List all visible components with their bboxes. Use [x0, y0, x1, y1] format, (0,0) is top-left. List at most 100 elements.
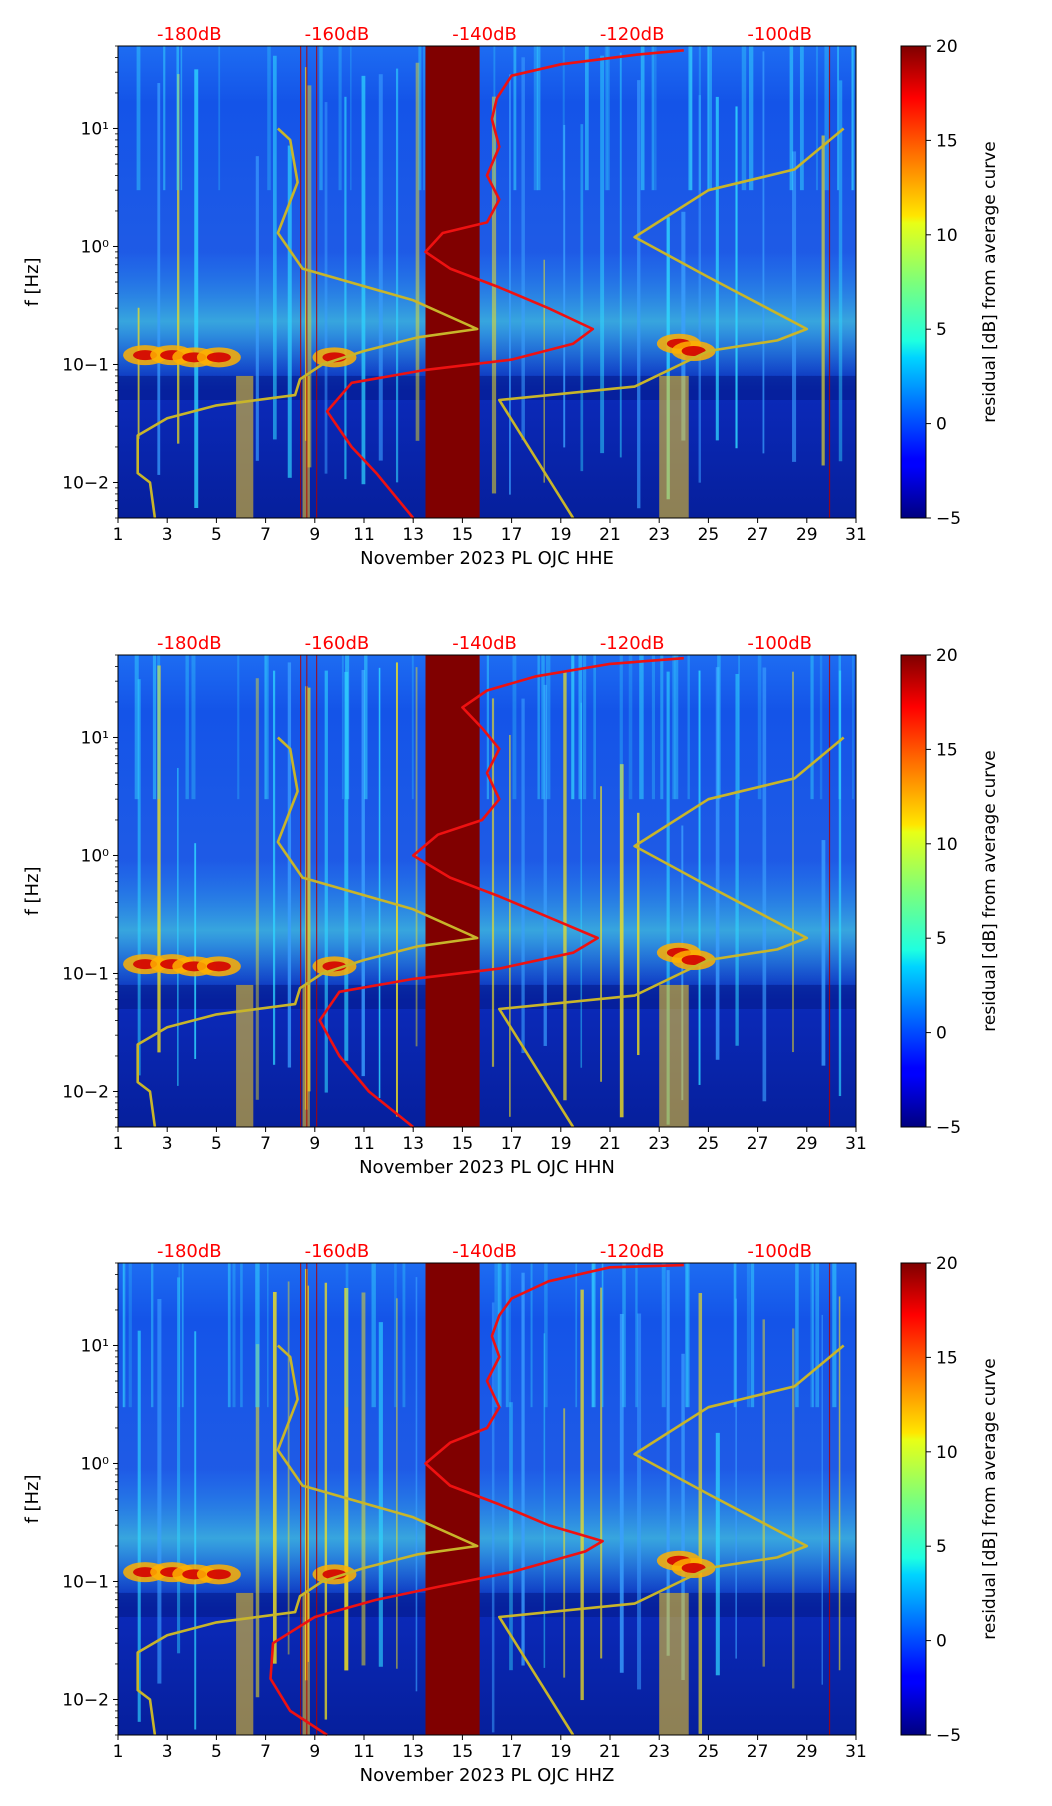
hf-streak	[575, 1263, 578, 1408]
top-db-label: -160dB	[305, 633, 370, 654]
x-tick-label: 7	[260, 1134, 271, 1154]
colorbar-tick-label: 0	[936, 1024, 947, 1044]
hf-streak	[795, 1263, 799, 1408]
event-streak	[157, 83, 161, 475]
x-tick-label: 31	[845, 1742, 867, 1762]
glitch-line	[828, 655, 831, 1127]
hf-streak	[815, 46, 819, 191]
hf-streak	[819, 655, 823, 800]
hf-streak	[571, 655, 575, 800]
storm-core	[681, 346, 706, 357]
x-tick-label: 7	[260, 1742, 271, 1762]
colorbar-tick-label: 10	[936, 226, 958, 246]
glitch-line	[300, 46, 302, 518]
hf-streak	[687, 655, 690, 800]
event-streak	[307, 1285, 309, 1662]
hf-streak	[622, 1263, 626, 1408]
event-streak	[666, 217, 670, 500]
hf-streak	[537, 655, 540, 800]
x-tick-label: 7	[260, 525, 271, 545]
event-streak	[509, 734, 511, 1117]
x-tick-label: 31	[845, 525, 867, 545]
noise-model-curve-low	[136, 1344, 479, 1736]
glitch-line	[300, 655, 302, 1127]
event-streak	[637, 80, 641, 509]
event-streak	[137, 307, 140, 439]
hf-streak	[698, 46, 701, 191]
colorbar-tick-label: 20	[936, 646, 958, 666]
top-db-label: -160dB	[305, 1241, 370, 1262]
event-streak	[509, 74, 511, 495]
hf-streak	[418, 46, 422, 191]
event-streak	[324, 1282, 328, 1720]
event-streak	[194, 69, 199, 508]
hf-streak	[394, 1263, 397, 1408]
y-tick-label: 10−2	[62, 1690, 109, 1710]
event-streak	[637, 812, 640, 1056]
hf-streak	[319, 46, 323, 191]
hf-streak	[122, 1263, 125, 1408]
event-streak	[344, 1287, 349, 1671]
event-streak	[838, 80, 843, 462]
x-tick-label: 25	[698, 1134, 720, 1154]
hf-streak	[810, 1263, 815, 1408]
top-db-label: -120dB	[600, 24, 665, 45]
hf-streak	[266, 1263, 269, 1408]
event-streak	[821, 1314, 823, 1685]
hf-streak	[191, 655, 196, 800]
event-streak	[307, 85, 312, 468]
hf-streak	[163, 46, 166, 191]
hf-streak	[601, 1263, 604, 1408]
event-streak	[563, 124, 566, 448]
hf-streak	[578, 655, 583, 800]
hf-streak	[265, 655, 269, 800]
event-streak	[491, 698, 495, 1067]
event-streak	[698, 670, 701, 1085]
lf-column	[236, 1592, 254, 1735]
x-tick-label: 27	[747, 1742, 769, 1762]
x-tick-label: 27	[747, 525, 769, 545]
event-streak	[543, 684, 547, 1046]
x-tick-label: 21	[599, 1742, 621, 1762]
x-tick-label: 11	[353, 1742, 375, 1762]
lf-column	[659, 984, 689, 1127]
colorbar-tick-label: 5	[936, 1537, 947, 1557]
hf-streak	[651, 46, 654, 191]
x-tick-label: 25	[698, 1742, 720, 1762]
hf-streak	[604, 46, 608, 191]
hf-streak	[591, 1263, 595, 1408]
storm-core	[206, 352, 231, 363]
hf-streak	[733, 1263, 737, 1408]
event-streak	[361, 1292, 366, 1666]
x-tick-label: 19	[550, 525, 572, 545]
hf-streak	[512, 655, 517, 800]
x-tick-label: 17	[501, 1134, 523, 1154]
top-db-label: -120dB	[600, 633, 665, 654]
noise-model-curve-low	[136, 736, 479, 1128]
event-streak	[792, 671, 794, 1053]
colorbar-tick-label: 15	[936, 131, 958, 151]
event-streak	[715, 667, 720, 1060]
top-db-label: -140dB	[452, 633, 517, 654]
event-streak	[619, 52, 622, 458]
event-streak	[177, 1277, 181, 1654]
event-streak	[600, 55, 605, 454]
x-tick-label: 3	[162, 1742, 173, 1762]
hf-streak	[536, 46, 541, 191]
hf-streak	[545, 655, 551, 800]
hf-streak	[402, 1263, 406, 1408]
average-psd-curve	[269, 1263, 684, 1737]
x-tick-label: 13	[402, 1742, 424, 1762]
y-axis-label: f [Hz]	[22, 257, 43, 306]
hf-streak	[338, 46, 342, 191]
event-streak	[157, 1299, 162, 1684]
storm-core	[681, 955, 706, 966]
y-tick-label: 10−1	[62, 355, 109, 375]
x-tick-label: 29	[796, 1742, 818, 1762]
colorbar-tick-label: 20	[936, 37, 958, 57]
colorbar-tick-label: −5	[936, 1118, 961, 1138]
glitch-line	[828, 46, 831, 518]
hf-streak	[533, 46, 538, 191]
event-streak	[272, 55, 277, 440]
